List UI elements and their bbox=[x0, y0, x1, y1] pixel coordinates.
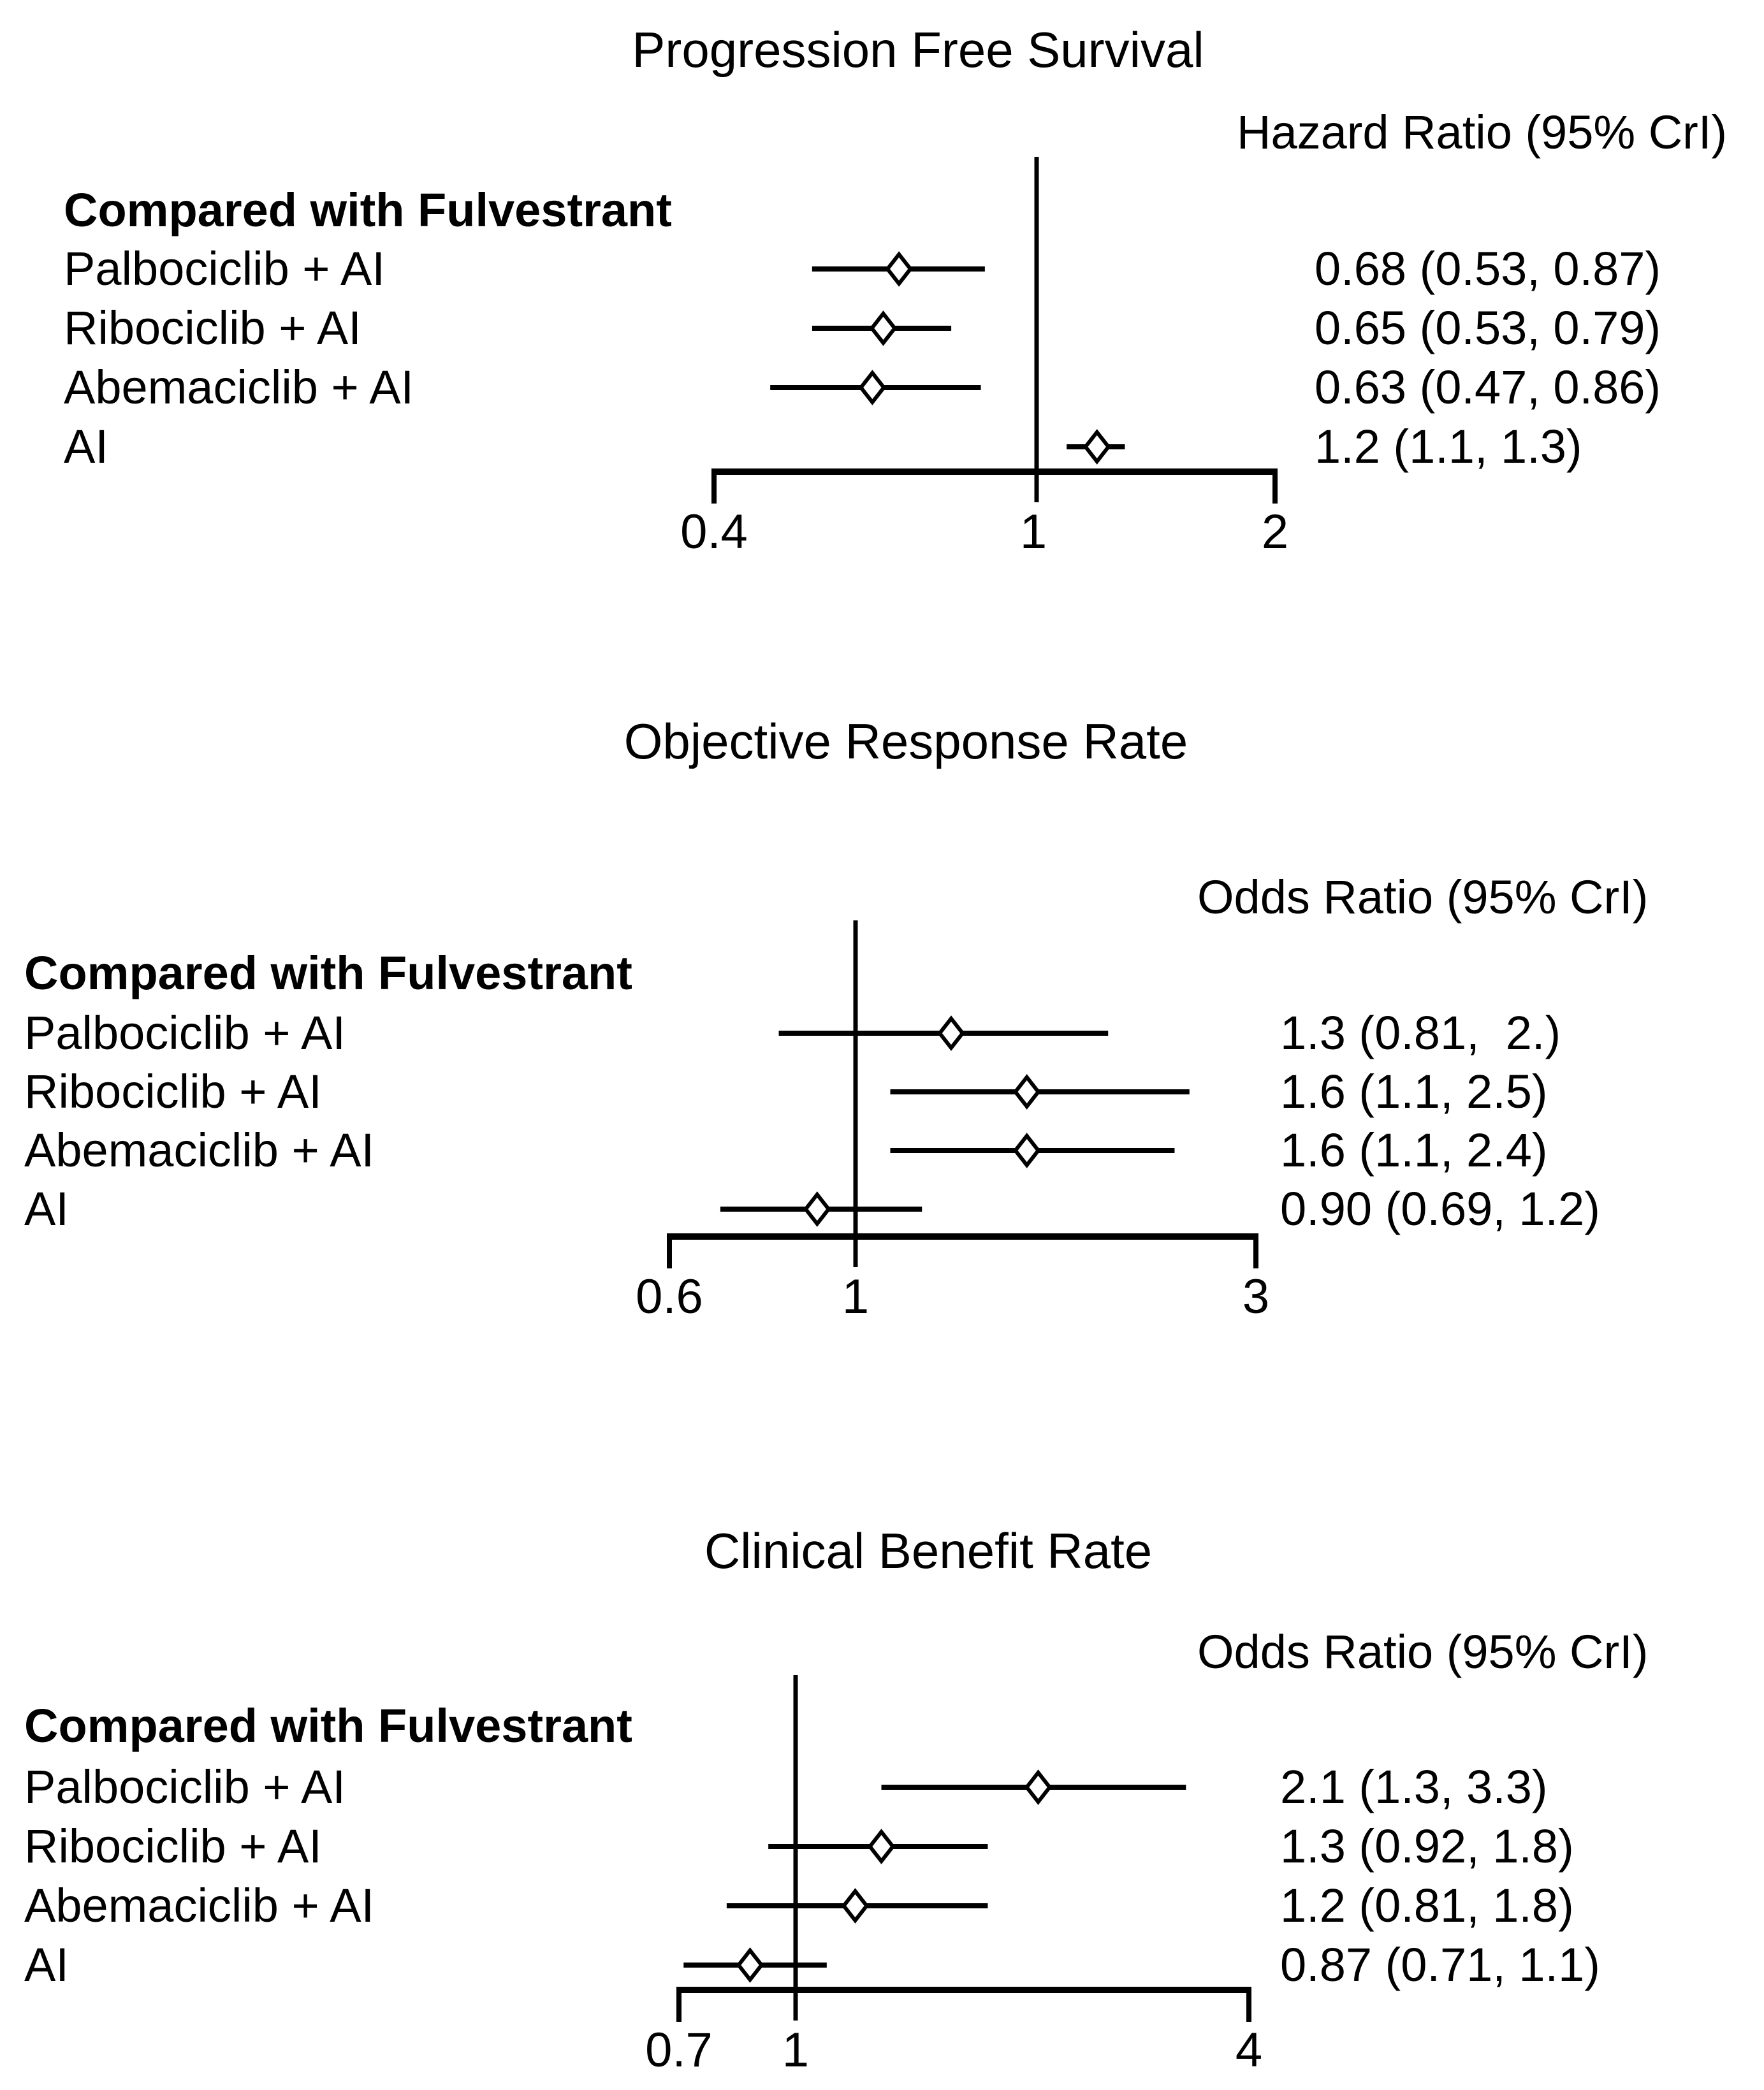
row-label: Palbociclib + AI bbox=[24, 1006, 346, 1059]
row-label: Abemaciclib + AI bbox=[24, 1124, 375, 1177]
row-value: 1.6 (1.1, 2.5) bbox=[1280, 1065, 1548, 1118]
row-label: Ribociclib + AI bbox=[24, 1820, 322, 1873]
diamond-marker bbox=[1012, 1133, 1041, 1168]
axis-tick-label: 1 bbox=[842, 1270, 870, 1324]
diamond-marker bbox=[937, 1015, 965, 1051]
diamond-marker bbox=[858, 370, 887, 405]
diamond-marker bbox=[1024, 1769, 1053, 1805]
row-label: Ribociclib + AI bbox=[64, 301, 361, 354]
axis-tick-label: 0.7 bbox=[645, 2023, 713, 2077]
ratio-header: Odds Ratio (95% CrI) bbox=[1197, 1625, 1649, 1678]
group-label: Compared with Fulvestrant bbox=[24, 1699, 632, 1752]
row-label: Abemaciclib + AI bbox=[64, 361, 414, 414]
row-value: 1.2 (1.1, 1.3) bbox=[1315, 420, 1582, 473]
row-label: Palbociclib + AI bbox=[24, 1760, 346, 1813]
axis-tick-label: 2 bbox=[1261, 505, 1289, 559]
row-value: 0.90 (0.69, 1.2) bbox=[1280, 1182, 1600, 1235]
panel-title: Clinical Benefit Rate bbox=[704, 1523, 1153, 1579]
diamond-marker bbox=[736, 1947, 764, 1983]
row-value: 2.1 (1.3, 3.3) bbox=[1280, 1760, 1548, 1813]
axis-tick-label: 3 bbox=[1242, 1270, 1270, 1324]
panel-title: Objective Response Rate bbox=[623, 713, 1188, 769]
axis-tick-label: 4 bbox=[1235, 2023, 1263, 2077]
group-label: Compared with Fulvestrant bbox=[24, 947, 632, 999]
panel-title: Progression Free Survival bbox=[632, 22, 1204, 78]
diamond-marker bbox=[803, 1191, 831, 1227]
axis-tick-label: 0.4 bbox=[680, 505, 748, 559]
row-value: 1.2 (0.81, 1.8) bbox=[1280, 1879, 1574, 1932]
row-label: AI bbox=[24, 1938, 69, 1991]
axis-tick-label: 1 bbox=[782, 2023, 810, 2077]
ratio-header: Hazard Ratio (95% CrI) bbox=[1237, 106, 1728, 159]
diamond-marker bbox=[1082, 429, 1111, 465]
diamond-marker bbox=[869, 310, 898, 346]
row-label: Ribociclib + AI bbox=[24, 1065, 322, 1118]
row-label: Abemaciclib + AI bbox=[24, 1879, 375, 1932]
row-value: 0.87 (0.71, 1.1) bbox=[1280, 1938, 1600, 1991]
row-label: AI bbox=[64, 420, 108, 473]
diamond-marker bbox=[1012, 1074, 1041, 1110]
diamond-marker bbox=[885, 251, 913, 287]
ratio-header: Odds Ratio (95% CrI) bbox=[1197, 871, 1649, 924]
row-label: AI bbox=[24, 1182, 69, 1235]
diamond-marker bbox=[841, 1888, 870, 1924]
diamond-marker bbox=[867, 1829, 896, 1864]
row-value: 0.63 (0.47, 0.86) bbox=[1315, 361, 1661, 414]
row-value: 1.6 (1.1, 2.4) bbox=[1280, 1124, 1548, 1177]
axis-tick-label: 1 bbox=[1019, 505, 1047, 559]
row-value: 1.3 (0.81, 2.) bbox=[1280, 1006, 1561, 1059]
row-value: 1.3 (0.92, 1.8) bbox=[1280, 1820, 1574, 1873]
axis-tick-label: 0.6 bbox=[636, 1270, 703, 1324]
row-value: 0.68 (0.53, 0.87) bbox=[1315, 242, 1661, 295]
row-label: Palbociclib + AI bbox=[64, 242, 385, 295]
group-label: Compared with Fulvestrant bbox=[64, 184, 672, 236]
row-value: 0.65 (0.53, 0.79) bbox=[1315, 301, 1661, 354]
